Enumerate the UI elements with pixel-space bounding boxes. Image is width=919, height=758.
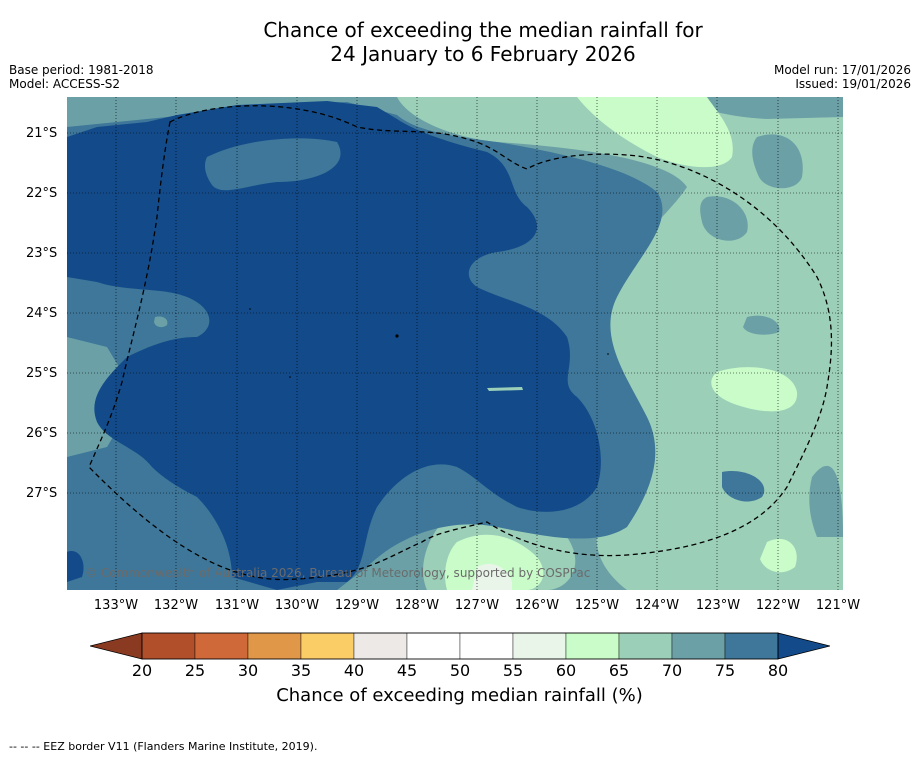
colorbar-cell bbox=[247, 632, 302, 660]
colorbar-tick-label: 80 bbox=[767, 661, 789, 680]
colorbar-tick-label: 35 bbox=[290, 661, 312, 680]
run-info: Model run: 17/01/2026 Issued: 19/01/2026 bbox=[774, 63, 911, 91]
base-period: Base period: 1981-2018 bbox=[9, 63, 154, 77]
lat-label-24: 24°S bbox=[26, 306, 58, 321]
lon-label-132: 132°W bbox=[153, 598, 199, 613]
eez-border bbox=[88, 105, 833, 581]
colorbar-cell bbox=[194, 632, 249, 660]
lon-label-129: 129°W bbox=[334, 598, 380, 613]
colorbar-tick-label: 70 bbox=[661, 661, 683, 680]
colorbar-cell bbox=[459, 632, 514, 660]
lat-label-25: 25°S bbox=[26, 366, 58, 381]
lon-label-125: 125°W bbox=[574, 598, 620, 613]
rainfall-map[interactable]: © Commonwealth of Australia 2026, Bureau… bbox=[67, 97, 843, 590]
colorbar-cell bbox=[671, 632, 726, 660]
lat-label-26: 26°S bbox=[26, 426, 58, 441]
colorbar-tick-label: 60 bbox=[555, 661, 577, 680]
lon-label-121: 121°W bbox=[815, 598, 861, 613]
title-line-1: Chance of exceeding the median rainfall … bbox=[263, 18, 703, 42]
island-reef bbox=[487, 387, 523, 391]
lat-label-23: 23°S bbox=[26, 246, 58, 261]
contour-80 bbox=[67, 101, 601, 590]
colorbar-tick-label: 25 bbox=[184, 661, 206, 680]
colorbar-tick-label: 40 bbox=[343, 661, 365, 680]
colorbar-tick-label: 20 bbox=[131, 661, 153, 680]
contour-55-60-s bbox=[472, 563, 512, 590]
colorbar-cell bbox=[141, 632, 196, 660]
islands bbox=[249, 308, 609, 378]
lon-label-124: 124°W bbox=[634, 598, 680, 613]
contour-60-65-e bbox=[711, 367, 798, 412]
colorbar-tick-label: 75 bbox=[714, 661, 736, 680]
colorbar-cell bbox=[724, 632, 779, 660]
lat-label-27: 27°S bbox=[26, 486, 58, 501]
contour-75-80-e bbox=[722, 471, 765, 502]
lat-label-21: 21°S bbox=[26, 126, 58, 141]
map-title: Chance of exceeding the median rainfall … bbox=[0, 18, 919, 66]
colorbar-label: Chance of exceeding median rainfall (%) bbox=[276, 685, 643, 706]
lon-label-123: 123°W bbox=[695, 598, 741, 613]
contour-layers bbox=[67, 97, 843, 590]
colorbar-tick-label: 30 bbox=[237, 661, 259, 680]
contour-70-patch-3 bbox=[743, 315, 780, 335]
contour-70-patch-2 bbox=[700, 196, 748, 241]
lon-label-133: 133°W bbox=[93, 598, 139, 613]
contour-70-patch-5 bbox=[809, 465, 843, 537]
colorbar-cell bbox=[565, 632, 620, 660]
contour-60-65-se bbox=[760, 538, 797, 573]
contour-70-hole-1 bbox=[154, 316, 168, 328]
colorbar-tick-label: 65 bbox=[608, 661, 630, 680]
colorbar-cell bbox=[618, 632, 673, 660]
graticule bbox=[67, 97, 843, 590]
contour-60-65-n bbox=[577, 97, 733, 168]
contour-60-65-s bbox=[445, 534, 544, 590]
contour-70-patch-1 bbox=[752, 134, 803, 189]
colorbar-tick-label: 45 bbox=[396, 661, 418, 680]
lon-label-130: 130°W bbox=[274, 598, 320, 613]
colorbar-low-extend bbox=[90, 632, 143, 660]
colorbar-high-extend bbox=[777, 632, 830, 660]
title-line-2: 24 January to 6 February 2026 bbox=[330, 42, 636, 66]
colorbar-cells bbox=[141, 632, 779, 660]
colorbar-cell bbox=[512, 632, 567, 660]
base-info: Base period: 1981-2018 Model: ACCESS-S2 bbox=[9, 63, 154, 91]
contour-75-hole-1 bbox=[204, 138, 341, 191]
colorbar bbox=[90, 632, 830, 660]
colorbar-cell bbox=[300, 632, 355, 660]
lon-label-128: 128°W bbox=[394, 598, 440, 613]
contour-70-patch-4 bbox=[687, 97, 843, 119]
lon-label-127: 127°W bbox=[454, 598, 500, 613]
eez-legend: -- -- -- EEZ border V11 (Flanders Marine… bbox=[9, 740, 318, 753]
lon-label-126: 126°W bbox=[514, 598, 560, 613]
colorbar-cell bbox=[406, 632, 461, 660]
lon-label-131: 131°W bbox=[214, 598, 260, 613]
lat-label-22: 22°S bbox=[26, 186, 58, 201]
issued-date: Issued: 19/01/2026 bbox=[795, 77, 911, 91]
colorbar-tick-label: 55 bbox=[502, 661, 524, 680]
colorbar-tick-label: 50 bbox=[449, 661, 471, 680]
colorbar-cell bbox=[353, 632, 408, 660]
colorbar-outline bbox=[141, 632, 779, 660]
model-name: Model: ACCESS-S2 bbox=[9, 77, 121, 91]
contour-80-sw bbox=[67, 551, 84, 582]
lon-label-122: 122°W bbox=[755, 598, 801, 613]
copyright-notice: © Commonwealth of Australia 2026, Bureau… bbox=[85, 566, 591, 580]
model-run-date: Model run: 17/01/2026 bbox=[773, 63, 911, 77]
